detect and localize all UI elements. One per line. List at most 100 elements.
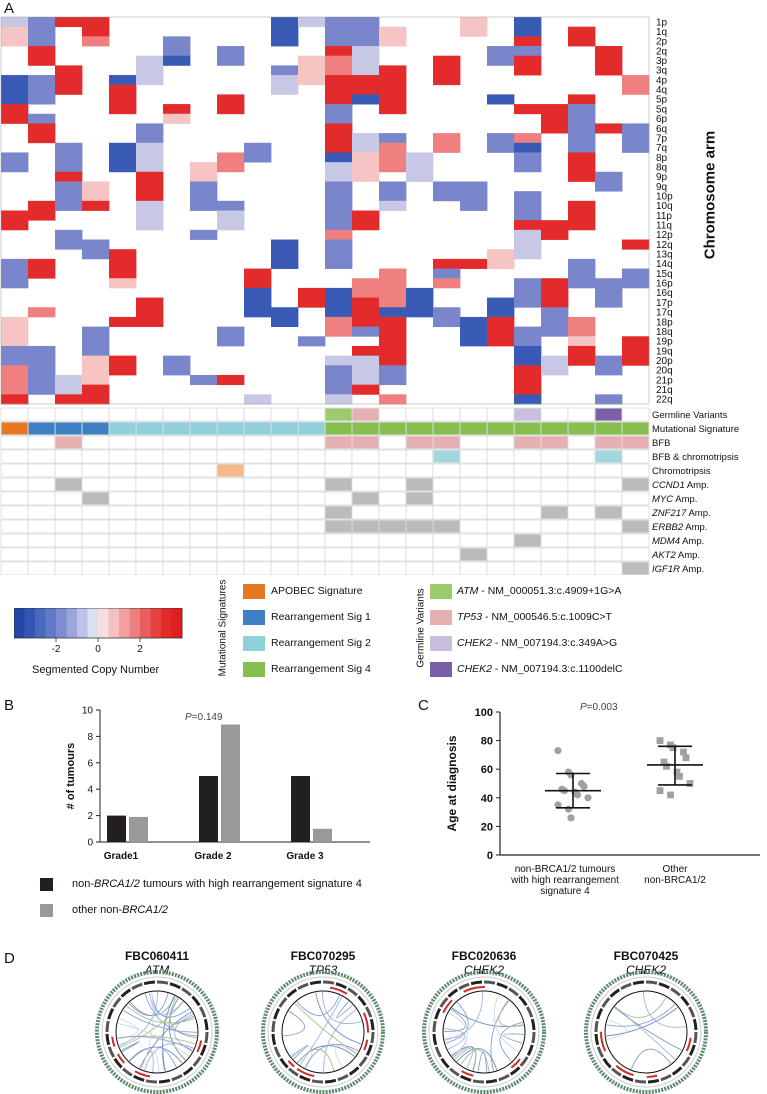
grade-bar-chart: 0 2 4 6 8 10 # of tumours P=0.149 Grade1 Grade 2 G… bbox=[65, 706, 370, 862]
track-cell bbox=[513, 505, 542, 520]
cn-ring bbox=[590, 976, 702, 1088]
track-cell bbox=[27, 519, 56, 534]
germline-variants-title-wrap: Germline Variants bbox=[410, 578, 432, 678]
heatmap-cell bbox=[325, 46, 353, 57]
heatmap-cell bbox=[433, 316, 461, 328]
heatmap-cell bbox=[325, 316, 353, 328]
segment-arc bbox=[596, 1046, 605, 1058]
track-cell bbox=[567, 491, 596, 506]
heatmap-cell bbox=[595, 171, 623, 182]
heatmap-cell bbox=[190, 162, 218, 173]
heatmap-cell bbox=[541, 104, 569, 115]
heatmap-cell bbox=[1, 17, 29, 28]
heatmap-cell bbox=[379, 65, 407, 76]
track-cell bbox=[513, 561, 542, 575]
heatmap-cell bbox=[271, 17, 299, 28]
heatmap-cell bbox=[325, 287, 353, 298]
heatmap-cell bbox=[460, 336, 488, 347]
heatmap-cell bbox=[568, 316, 596, 328]
heatmap-cell bbox=[82, 326, 110, 337]
germline-variant: - NM_007194.3:c.1100delC bbox=[492, 663, 623, 675]
track-cell bbox=[540, 533, 569, 548]
track-cell bbox=[540, 519, 569, 534]
amplification-cell bbox=[595, 506, 622, 519]
heatmap-cell bbox=[352, 365, 380, 376]
heatmap-cell bbox=[55, 75, 83, 86]
heatmap-cell bbox=[487, 336, 515, 347]
data-point bbox=[682, 754, 690, 762]
heatmap-cell bbox=[487, 326, 515, 337]
track-cell bbox=[216, 533, 245, 548]
heatmap-cell bbox=[109, 249, 137, 260]
heatmap-cell bbox=[325, 65, 353, 76]
heatmap-cell bbox=[568, 162, 596, 173]
heatmap-cell bbox=[325, 94, 353, 105]
heatmap-cell bbox=[487, 46, 515, 57]
segment-arc bbox=[647, 1078, 660, 1084]
heatmap-cell bbox=[568, 171, 596, 182]
heatmap-cell bbox=[136, 316, 164, 328]
heatmap-cell bbox=[379, 26, 407, 37]
segment-arc bbox=[594, 1033, 600, 1046]
heatmap-cell bbox=[541, 326, 569, 337]
heatmap-cell bbox=[541, 355, 569, 366]
heatmap-cell bbox=[595, 287, 623, 298]
arm-label: 12p bbox=[656, 230, 673, 241]
track-cell bbox=[432, 505, 461, 520]
heatmap-cell bbox=[163, 355, 191, 366]
track-cell bbox=[459, 505, 488, 520]
track-cell bbox=[270, 449, 299, 464]
track-label: Chromotripsis bbox=[652, 466, 711, 477]
heatmap-cell bbox=[325, 123, 353, 134]
track-cell bbox=[81, 547, 110, 562]
heatmap-cell bbox=[244, 297, 272, 308]
heatmap-cell bbox=[487, 94, 515, 105]
rearrangement-link bbox=[296, 995, 340, 1016]
segment-arc bbox=[526, 1044, 534, 1057]
heatmap-cell bbox=[541, 113, 569, 124]
rearrangement-link bbox=[445, 1001, 469, 1044]
rearrangement-link bbox=[174, 1013, 194, 1052]
rearrangement-link bbox=[123, 1010, 198, 1033]
heatmap-cell bbox=[325, 191, 353, 202]
heatmap-cell bbox=[190, 181, 218, 192]
mutational-signature-cell bbox=[82, 422, 109, 435]
colorbar-swatch bbox=[87, 608, 99, 638]
heatmap-cell bbox=[379, 133, 407, 144]
y-tick-label: 0 bbox=[87, 838, 93, 849]
track-cell bbox=[27, 505, 56, 520]
track-cell bbox=[621, 407, 650, 422]
track-cell bbox=[324, 491, 353, 506]
segment-arc bbox=[347, 987, 358, 997]
track-cell bbox=[243, 533, 272, 548]
heatmap-cell bbox=[352, 152, 380, 163]
track-cell bbox=[351, 561, 380, 575]
segment-arc bbox=[131, 982, 143, 991]
germline-chek2-1100-cell bbox=[595, 408, 622, 421]
arm-label: 3q bbox=[656, 66, 667, 77]
heatmap-cell bbox=[244, 287, 272, 298]
track-cell bbox=[459, 519, 488, 534]
rearrangement-link bbox=[323, 1009, 357, 1073]
arm-label: 3p bbox=[656, 56, 668, 67]
heatmap-cell bbox=[379, 287, 407, 298]
track-cell bbox=[189, 463, 218, 478]
heatmap-cell bbox=[109, 365, 137, 376]
bfb-cell bbox=[406, 436, 433, 449]
heatmap-cell bbox=[514, 355, 542, 366]
track-cell bbox=[108, 449, 137, 464]
heatmap-cell bbox=[217, 374, 245, 386]
heatmap-cell bbox=[1, 336, 29, 347]
heatmap-cell bbox=[487, 133, 515, 144]
amplification-cell bbox=[82, 492, 109, 505]
age-scatter-plot: 0 20 40 60 80 100 Age at diagnosis P=0.003 non-B… bbox=[445, 702, 760, 897]
arm-label: 17q bbox=[656, 308, 673, 319]
heatmap-cell bbox=[136, 220, 164, 231]
segment-arc bbox=[525, 1006, 534, 1018]
heatmap-cell bbox=[325, 384, 353, 395]
y-tick-label: 4 bbox=[87, 785, 93, 796]
arm-label: 2p bbox=[656, 37, 668, 48]
heatmap-cell bbox=[622, 84, 650, 95]
heatmap-cell bbox=[55, 200, 83, 211]
heatmap-cell bbox=[379, 84, 407, 95]
